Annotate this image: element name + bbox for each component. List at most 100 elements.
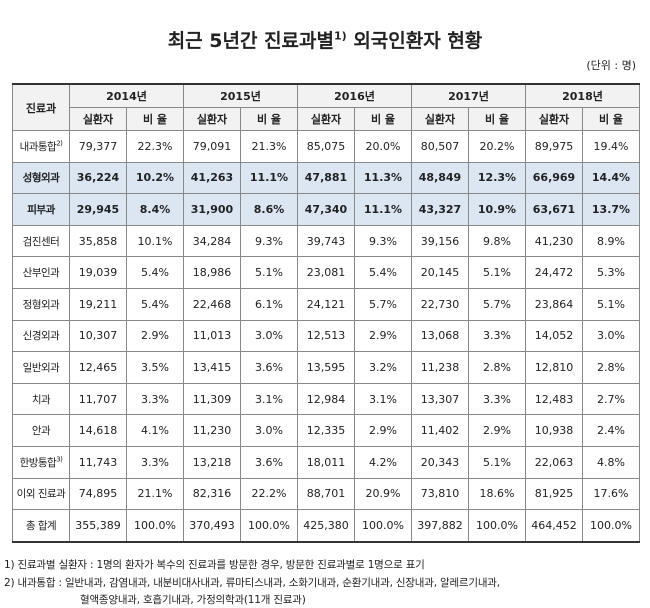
row-header: 피부과 bbox=[12, 193, 70, 226]
table-cell: 5.7% bbox=[468, 287, 526, 321]
table-cell: 100.0% bbox=[354, 509, 412, 543]
table-cell: 20,145 bbox=[411, 256, 469, 289]
sub-header: 실환자 bbox=[69, 107, 127, 131]
table-cell: 41,263 bbox=[183, 161, 241, 195]
table-cell: 3.6% bbox=[240, 445, 298, 479]
table-cell: 13,595 bbox=[297, 351, 355, 384]
table-cell: 3.3% bbox=[468, 319, 526, 353]
table-cell: 3.0% bbox=[240, 319, 298, 353]
row-header: 검진센터 bbox=[12, 224, 70, 258]
table-cell: 18,011 bbox=[297, 445, 355, 479]
table-cell: 5.3% bbox=[582, 256, 640, 289]
footnote: 2) 내과통합 : 일반내과, 감염내과, 내분비대사내과, 류마티스내과, 소… bbox=[4, 577, 500, 589]
row-header: 이외 진료과 bbox=[12, 477, 70, 511]
table-cell: 10,938 bbox=[525, 414, 583, 447]
table-cell: 11,230 bbox=[183, 414, 241, 447]
table-cell: 39,156 bbox=[411, 224, 469, 258]
table-cell: 13.7% bbox=[582, 193, 640, 226]
table-cell: 4.1% bbox=[126, 414, 184, 447]
table-cell: 43,327 bbox=[411, 193, 469, 226]
table-row: 성형외과 36,224 10.2% 41,263 11.1% 47,881 11.3% 48,… bbox=[12, 161, 640, 195]
table-cell: 12,984 bbox=[297, 382, 355, 416]
table-cell: 80,507 bbox=[411, 130, 469, 163]
table-cell: 24,472 bbox=[525, 256, 583, 289]
table-cell: 11.1% bbox=[354, 193, 412, 226]
sub-header: 비 율 bbox=[354, 107, 412, 131]
table-row: 산부인과 19,039 5.4% 18,986 5.1% 23,081 5.4% 20,145… bbox=[12, 256, 640, 289]
table-cell: 9.8% bbox=[468, 224, 526, 258]
table-cell: 8.4% bbox=[126, 193, 184, 226]
title-text: 최근 5년간 진료과별 bbox=[167, 30, 334, 52]
table-cell: 3.5% bbox=[126, 351, 184, 384]
table-cell: 10.2% bbox=[126, 161, 184, 195]
table-cell: 20.2% bbox=[468, 130, 526, 163]
table-cell: 22,468 bbox=[183, 287, 241, 321]
dept-name: 산부인과 bbox=[22, 267, 60, 280]
data-table: 진료과 2014년 2015년 2016년 2017년 2018년 실환자 비 율 실환자 비 … bbox=[12, 83, 640, 543]
dept-name: 이외 진료과 bbox=[16, 488, 66, 501]
table-cell: 12,513 bbox=[297, 319, 355, 353]
table-cell: 14,052 bbox=[525, 319, 583, 353]
table-cell: 3.1% bbox=[354, 382, 412, 416]
table-cell: 100.0% bbox=[582, 509, 640, 543]
table-cell: 73,810 bbox=[411, 477, 469, 511]
table-row: 일반외과 12,465 3.5% 13,415 3.6% 13,595 3.2% 11,238… bbox=[12, 351, 640, 384]
row-header: 일반외과 bbox=[12, 351, 70, 384]
dept-name: 총 합계 bbox=[25, 519, 57, 532]
table-cell: 4.8% bbox=[582, 445, 640, 479]
year-header: 2014년 bbox=[69, 83, 184, 108]
sub-header: 실환자 bbox=[297, 107, 355, 131]
dept-note: 3) bbox=[56, 455, 63, 464]
table-cell: 464,452 bbox=[525, 509, 583, 543]
table-cell: 82,316 bbox=[183, 477, 241, 511]
table-cell: 17.6% bbox=[582, 477, 640, 511]
table-cell: 19.4% bbox=[582, 130, 640, 163]
table-cell: 88,701 bbox=[297, 477, 355, 511]
dept-name: 안과 bbox=[31, 425, 51, 438]
table-row: 한방통합3) 11,743 3.3% 13,218 3.6% 18,011 4.2% 20,3… bbox=[12, 445, 640, 479]
table-cell: 20.0% bbox=[354, 130, 412, 163]
dept-name: 피부과 bbox=[27, 203, 55, 216]
row-header: 총 합계 bbox=[12, 509, 70, 543]
table-cell: 100.0% bbox=[126, 509, 184, 543]
table-cell: 22.2% bbox=[240, 477, 298, 511]
title: 최근 5년간 진료과별1) 외국인환자 현황 bbox=[0, 26, 650, 53]
table-cell: 13,218 bbox=[183, 445, 241, 479]
table-cell: 2.9% bbox=[354, 319, 412, 353]
unit: (단위 : 명) bbox=[586, 59, 636, 72]
table-cell: 3.3% bbox=[126, 445, 184, 479]
sub-header: 실환자 bbox=[525, 107, 583, 131]
table-cell: 3.6% bbox=[240, 351, 298, 384]
sub-header: 비 율 bbox=[468, 107, 526, 131]
row-header: 신경외과 bbox=[12, 319, 70, 353]
table-cell: 3.1% bbox=[240, 382, 298, 416]
table-cell: 13,307 bbox=[411, 382, 469, 416]
table-cell: 14.4% bbox=[582, 161, 640, 195]
sub-header: 비 율 bbox=[240, 107, 298, 131]
table-cell: 10,307 bbox=[69, 319, 127, 353]
row-header: 치과 bbox=[12, 382, 70, 416]
table-cell: 9.3% bbox=[354, 224, 412, 258]
table-cell: 14,618 bbox=[69, 414, 127, 447]
dept-name: 정형외과 bbox=[22, 298, 60, 311]
table-cell: 100.0% bbox=[468, 509, 526, 543]
table-row: 총 합계 355,389 100.0% 370,493 100.0% 425,380 100… bbox=[12, 509, 640, 543]
table-cell: 5.1% bbox=[240, 256, 298, 289]
table-cell: 79,377 bbox=[69, 130, 127, 163]
table-cell: 89,975 bbox=[525, 130, 583, 163]
table-cell: 12,483 bbox=[525, 382, 583, 416]
table-cell: 5.1% bbox=[468, 256, 526, 289]
table-cell: 47,881 bbox=[297, 161, 355, 195]
table-cell: 2.4% bbox=[582, 414, 640, 447]
table-cell: 22.3% bbox=[126, 130, 184, 163]
row-header: 산부인과 bbox=[12, 256, 70, 289]
table-cell: 11.1% bbox=[240, 161, 298, 195]
table-cell: 23,864 bbox=[525, 287, 583, 321]
year-header: 2015년 bbox=[183, 83, 298, 108]
table-cell: 5.4% bbox=[126, 287, 184, 321]
dept-name: 치과 bbox=[31, 393, 51, 406]
table-cell: 35,858 bbox=[69, 224, 127, 258]
table-cell: 3.0% bbox=[582, 319, 640, 353]
table-row: 신경외과 10,307 2.9% 11,013 3.0% 12,513 2.9% 13,068… bbox=[12, 319, 640, 353]
table-cell: 5.4% bbox=[354, 256, 412, 289]
